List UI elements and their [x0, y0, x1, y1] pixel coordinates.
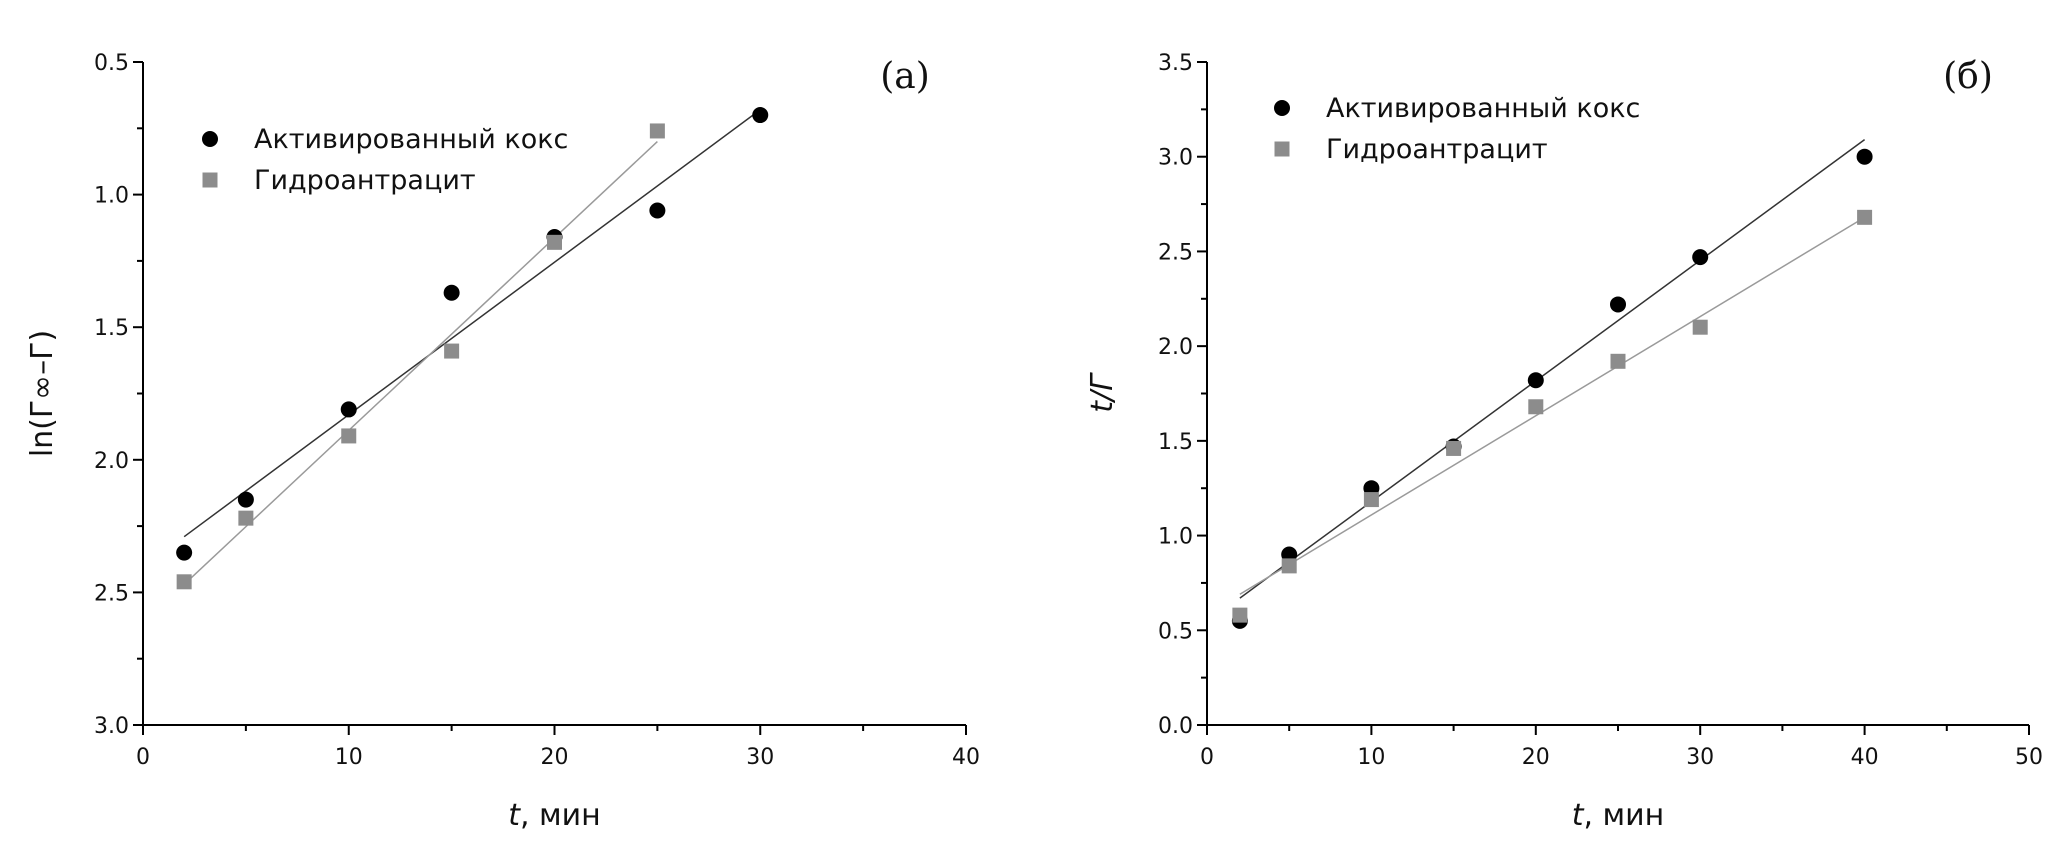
- data-point-square: [1692, 319, 1708, 335]
- x-tick-label: 0: [1200, 745, 1214, 770]
- x-axis-label-italic: t: [1572, 798, 1585, 833]
- data-point-circle: [1610, 296, 1626, 313]
- data-point-square: [238, 510, 254, 526]
- chart-panel-a: 0 10 20 30 40 0.5 1.0 1.5 2.0 2.5 3.0 t, мин ln(Г∞–Г…: [25, 51, 980, 833]
- x-tick-label: 20: [1522, 745, 1550, 770]
- data-point-square: [444, 343, 460, 359]
- fit-line: [183, 109, 761, 538]
- fit-line: [1239, 216, 1865, 595]
- x-tick-label: 30: [746, 745, 774, 770]
- legend-label: Гидроантрацит: [254, 165, 476, 196]
- data-point-circle: [340, 401, 357, 418]
- x-axis-label-unit: , мин: [1583, 798, 1664, 833]
- x-tick-label: 40: [952, 745, 980, 770]
- y-tick-label: 0.5: [94, 51, 129, 76]
- x-tick-label: 10: [1357, 745, 1385, 770]
- x-tick-label: 20: [541, 745, 569, 770]
- data-point-circle: [649, 202, 666, 219]
- x-tick-label: 0: [136, 745, 150, 770]
- x-axis-label-italic: t: [508, 798, 521, 833]
- y-tick-label: 2.5: [1158, 240, 1193, 265]
- data-point-square: [1528, 399, 1544, 415]
- legend-marker-circle: [202, 131, 218, 147]
- y-tick-label: 3.5: [1158, 51, 1193, 76]
- y-tick-label: 2.0: [1158, 335, 1193, 360]
- y-tick-label: 3.0: [1158, 146, 1193, 171]
- data-point-square: [547, 234, 562, 250]
- y-tick-label: 0.5: [1158, 619, 1193, 644]
- x-axis-label: t, мин: [1572, 798, 1665, 833]
- data-point-square: [1232, 607, 1248, 623]
- fit-line: [1239, 139, 1866, 599]
- legend-label: Гидроантрацит: [1326, 134, 1548, 165]
- data-point-square: [176, 574, 192, 590]
- legend-marker-square: [202, 172, 218, 188]
- y-tick-label: 2.5: [94, 581, 129, 606]
- data-point-circle: [176, 544, 193, 561]
- x-tick-label: 30: [1686, 745, 1714, 770]
- y-tick-label: 1.0: [94, 184, 129, 209]
- data-point-square: [649, 123, 665, 139]
- legend-marker-square: [1274, 141, 1290, 157]
- data-point-square: [1610, 353, 1626, 369]
- data-point-square: [341, 428, 357, 444]
- chart-panel-b: 0 10 20 30 40 50 0.0 0.5 1.0 1.5 2.0 2.5 3.0 3.5 t, ми…: [1085, 51, 2043, 833]
- x-tick-label: 50: [2015, 745, 2043, 770]
- data-point-square: [1446, 440, 1462, 456]
- y-tick-label: 1.0: [1158, 525, 1193, 550]
- y-tick-label: 2.0: [94, 449, 129, 474]
- legend-label: Активированный кокс: [1326, 93, 1640, 124]
- y-tick-label: 3.0: [94, 714, 129, 739]
- fit-line: [183, 141, 658, 585]
- data-point-square: [1857, 209, 1873, 225]
- data-point-circle: [443, 284, 460, 301]
- x-tick-label: 10: [335, 745, 363, 770]
- y-tick-label: 1.5: [1158, 430, 1193, 455]
- x-axis-label-unit: , мин: [520, 798, 601, 833]
- panel-label: (a): [880, 56, 930, 97]
- x-axis-label: t, мин: [508, 798, 601, 833]
- y-axis-label: ln(Г∞–Г): [25, 330, 60, 457]
- data-point-circle: [1692, 249, 1709, 266]
- panel-label: (б): [1943, 56, 1993, 97]
- x-tick-label: 40: [1851, 745, 1879, 770]
- data-point-circle: [1527, 372, 1544, 389]
- data-point-circle: [237, 491, 254, 508]
- data-point-square: [1363, 492, 1379, 508]
- data-point-square: [1281, 558, 1297, 574]
- legend-marker-circle: [1274, 100, 1290, 116]
- data-point-circle: [752, 107, 769, 124]
- y-tick-label: 1.5: [94, 316, 129, 341]
- y-axis-label: t/Г: [1085, 372, 1120, 413]
- y-tick-label: 0.0: [1158, 714, 1193, 739]
- legend-label: Активированный кокс: [254, 124, 568, 155]
- data-point-circle: [1856, 148, 1873, 165]
